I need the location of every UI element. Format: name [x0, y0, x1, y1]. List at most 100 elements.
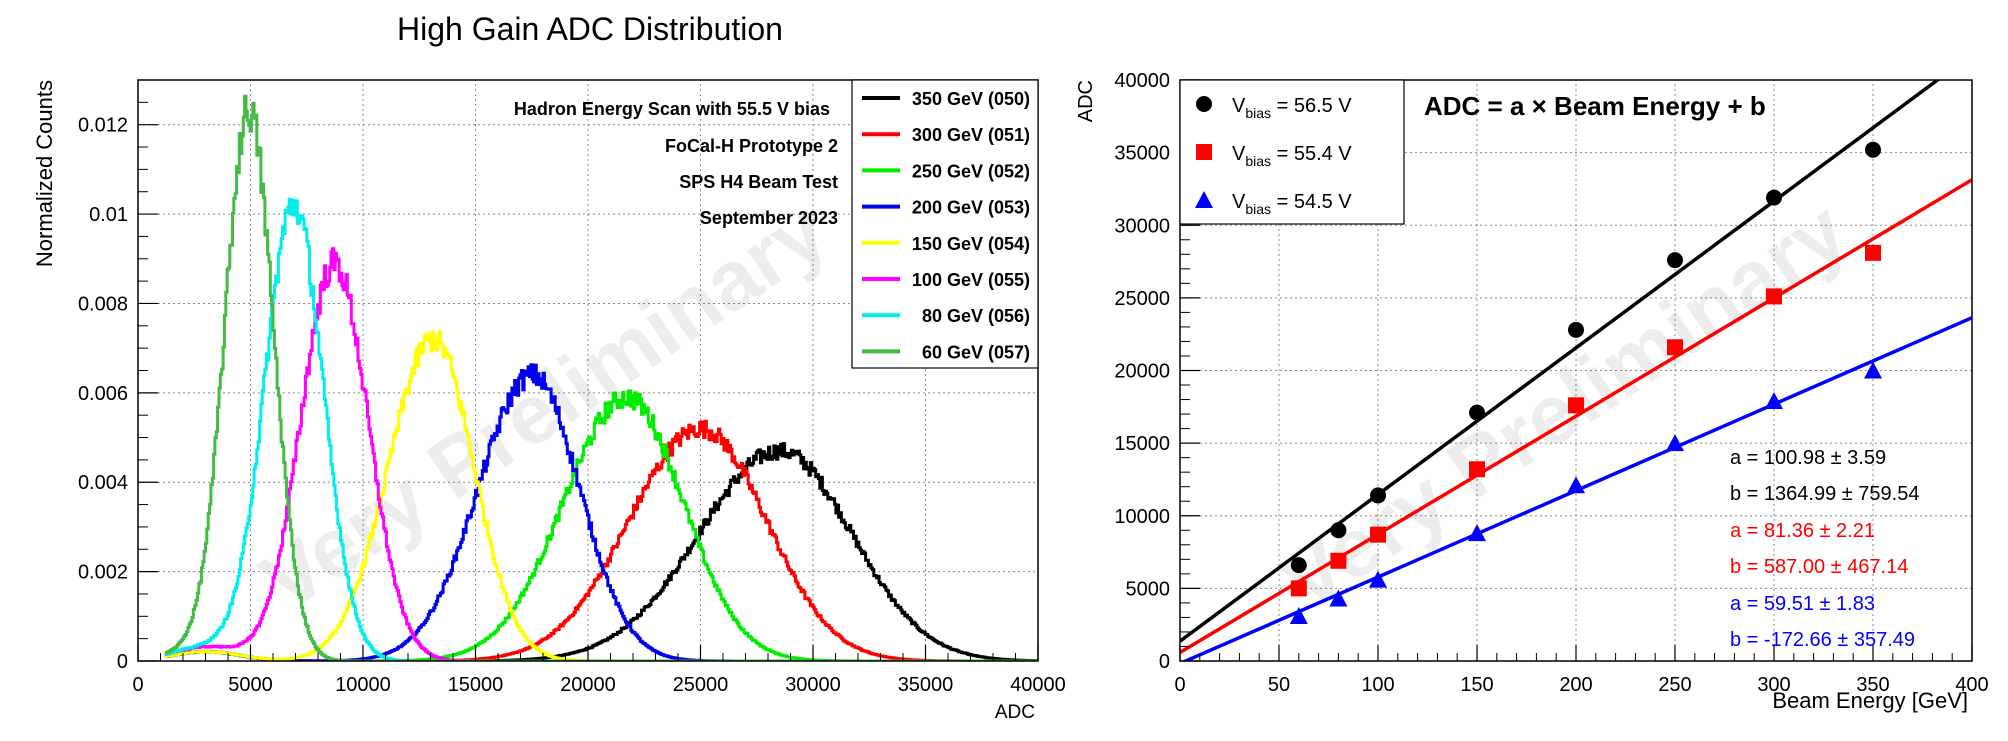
fit-result-b: b = -172.66 ± 357.49	[1730, 629, 1915, 651]
right-chart-title: ADC = a × Beam Energy + b	[1424, 91, 1766, 121]
left-x-tick-label: 25000	[673, 674, 729, 696]
right-y-tick-label: 30000	[1114, 215, 1170, 237]
right-legend-label: Vbias = 54.5 V	[1232, 191, 1352, 217]
data-point	[1469, 461, 1485, 478]
left-annotations: Hadron Energy Scan with 55.5 V bias FoCa…	[514, 99, 838, 228]
right-x-tick-label: 250	[1658, 674, 1691, 696]
left-x-tick-label: 30000	[785, 674, 841, 696]
right-y-tick-labels: 0 5000 10000 15000 20000 25000 30000 35000 40000	[1114, 70, 1170, 673]
left-x-tick-label: 35000	[898, 674, 954, 696]
fit-result-b: b = 587.00 ± 467.14	[1730, 556, 1908, 578]
left-legend-box	[851, 79, 1039, 369]
left-x-tick-labels: 0 5000 10000 15000 20000 25000 30000 35000 40000	[132, 674, 1065, 696]
fit-line	[1180, 80, 1941, 643]
data-point	[1865, 141, 1881, 158]
data-point	[1765, 392, 1783, 410]
right-legend-marker	[1196, 144, 1212, 160]
fit-result-a: a = 100.98 ± 3.59	[1730, 447, 1886, 469]
right-x-tick-labels: 0 50 100 150 200 250 300 350 400	[1174, 674, 1988, 696]
right-legend-marker	[1196, 96, 1212, 112]
right-x-tick-label: 0	[1174, 674, 1185, 696]
annotation-scan: Hadron Energy Scan with 55.5 V bias	[514, 99, 830, 119]
left-legend-label: 250 GeV (052)	[912, 161, 1030, 181]
left-chart-title: High Gain ADC Distribution	[397, 11, 783, 47]
data-point	[1666, 434, 1684, 452]
fit-result-a: a = 81.36 ± 2.21	[1730, 520, 1875, 542]
data-point	[1329, 589, 1348, 607]
left-legend-label: 350 GeV (050)	[912, 89, 1030, 109]
data-point	[1667, 252, 1683, 269]
right-y-tick-label: 5000	[1126, 578, 1171, 600]
right-x-tick-label: 50	[1268, 674, 1290, 696]
data-point	[1568, 397, 1584, 414]
right-x-tick-label: 400	[1955, 674, 1988, 696]
data-point	[1864, 361, 1882, 379]
left-x-tick-label: 5000	[228, 674, 273, 696]
histogram-curve	[164, 329, 1038, 661]
right-x-tick-label: 350	[1856, 674, 1889, 696]
data-point	[1865, 244, 1881, 261]
right-points	[1289, 141, 1882, 624]
right-x-tick-label: 200	[1559, 674, 1592, 696]
data-point	[1667, 339, 1683, 356]
right-y-axis-label: ADC	[1075, 80, 1097, 122]
right-legend-label: Vbias = 55.4 V	[1232, 143, 1352, 169]
data-point	[1567, 476, 1585, 494]
data-point	[1290, 557, 1307, 574]
right-legend: Vbias = 56.5 V Vbias = 55.4 V Vbias = 54.5…	[1179, 79, 1405, 225]
right-axis-ticks	[1179, 79, 1973, 662]
adc-vs-energy-chart: Very Preliminary 0 50 100 150 200 250 300 350 40…	[1075, 70, 1989, 713]
data-point	[1370, 487, 1386, 504]
left-y-tick-label: 0	[117, 651, 128, 673]
annotation-prototype: FoCal-H Prototype 2	[665, 136, 838, 156]
data-point	[1369, 570, 1387, 588]
right-y-tick-label: 10000	[1114, 506, 1170, 528]
left-y-tick-labels: 0 0.002 0.004 0.006 0.008 0.01 0.012	[78, 115, 128, 673]
left-y-tick-label: 0.008	[78, 293, 128, 315]
annotation-beamtest: SPS H4 Beam Test	[679, 172, 838, 192]
left-x-tick-label: 10000	[335, 674, 391, 696]
left-legend-label: 300 GeV (051)	[912, 125, 1030, 145]
left-y-tick-label: 0.002	[78, 562, 128, 584]
histogram-curve	[164, 197, 1038, 661]
data-point	[1370, 526, 1386, 543]
right-legend-box	[1179, 79, 1405, 225]
right-x-tick-label: 300	[1757, 674, 1790, 696]
fit-results: a = 100.98 ± 3.59 b = 1364.99 ± 759.54 a =…	[1730, 447, 1919, 651]
left-y-tick-label: 0.004	[78, 472, 128, 494]
left-y-tick-label: 0.006	[78, 383, 128, 405]
left-y-tick-label: 0.012	[78, 115, 128, 137]
fit-line	[1180, 178, 1972, 654]
left-axis-ticks	[137, 101, 1039, 662]
right-y-tick-label: 0	[1159, 651, 1170, 673]
fit-result-b: b = 1364.99 ± 759.54	[1730, 483, 1919, 505]
data-point	[1330, 522, 1347, 539]
left-legend-label: 100 GeV (055)	[912, 270, 1030, 290]
right-y-tick-label: 20000	[1114, 361, 1170, 383]
data-point	[1289, 606, 1308, 624]
left-legend-label: 60 GeV (057)	[922, 342, 1030, 362]
right-x-axis-label: Beam Energy [GeV]	[1772, 688, 1968, 713]
left-y-tick-label: 0.01	[89, 204, 128, 226]
left-legend: 350 GeV (050) 300 GeV (051) 250 GeV (052) 2…	[851, 79, 1039, 369]
left-legend-label: 80 GeV (056)	[922, 306, 1030, 326]
left-x-tick-label: 0	[132, 674, 143, 696]
data-point	[1468, 524, 1486, 542]
left-x-tick-label: 20000	[560, 674, 616, 696]
left-x-tick-label: 40000	[1010, 674, 1066, 696]
left-x-tick-label: 15000	[448, 674, 504, 696]
right-legend-label: Vbias = 56.5 V	[1232, 95, 1352, 121]
right-x-tick-label: 100	[1361, 674, 1394, 696]
right-y-tick-label: 15000	[1114, 433, 1170, 455]
right-y-tick-label: 25000	[1114, 288, 1170, 310]
data-point	[1568, 321, 1584, 338]
data-point	[1469, 404, 1485, 421]
data-point	[1766, 288, 1782, 305]
data-point	[1330, 552, 1347, 569]
right-x-tick-label: 150	[1460, 674, 1493, 696]
data-point	[1766, 189, 1782, 206]
data-point	[1290, 580, 1307, 597]
right-y-tick-label: 40000	[1114, 70, 1170, 92]
